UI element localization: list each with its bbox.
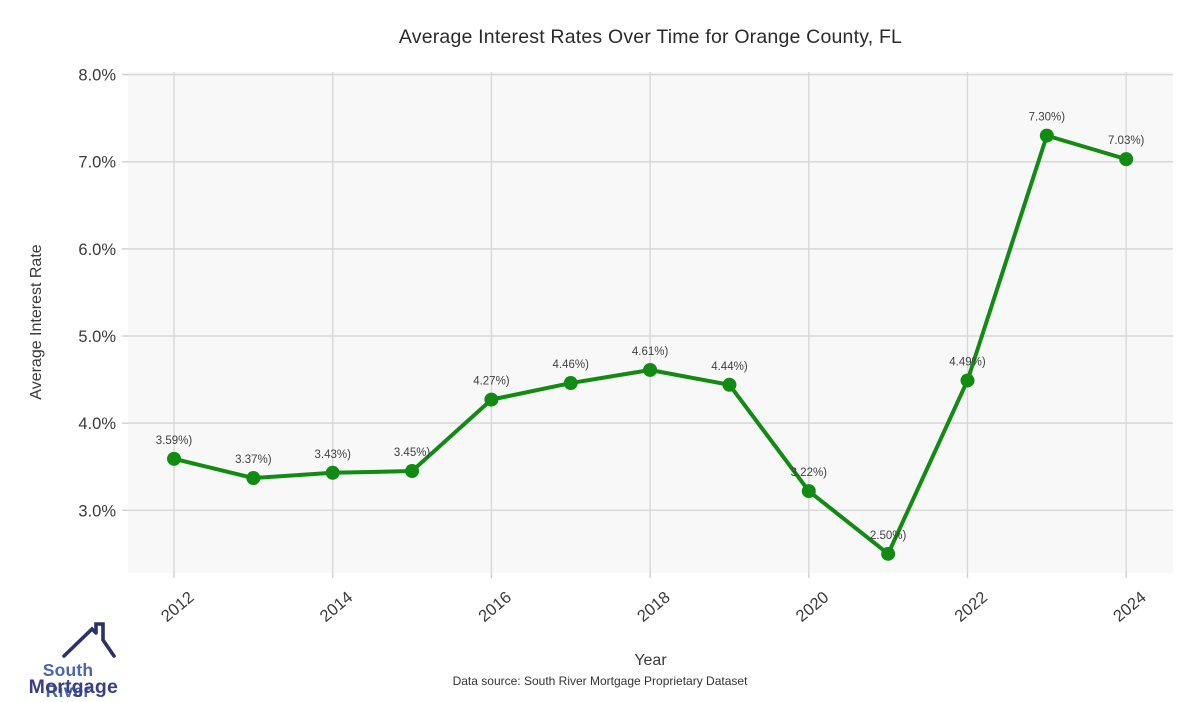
x-axis-title: Year [634,652,667,669]
point-label-2018: 4.61%) [632,346,669,358]
x-tick-label-2014: 2014 [317,588,357,625]
data-point-2023 [1039,128,1054,143]
logo-text-line2: Mortgage [28,676,118,698]
y-tick-label-4.0%: 4.0% [78,415,116,433]
house-roof-icon [62,622,116,658]
south-river-mortgage-logo: South River Mortgage [18,618,128,701]
data-source-note: Data source: South River Mortgage Propri… [452,674,748,688]
point-label-2013: 3.37%) [235,454,272,466]
data-point-2021 [881,546,896,561]
point-label-2023: 7.30%) [1029,112,1066,124]
data-point-2024 [1119,152,1134,167]
point-label-2015: 3.45%) [394,447,431,459]
x-tick-label-2016: 2016 [475,588,515,625]
y-tick-label-5.0%: 5.0% [78,328,116,346]
data-point-2013 [246,471,261,486]
data-point-2019 [722,377,737,392]
x-tick-label-2020: 2020 [793,588,833,625]
logo-text-line1: South River [42,660,94,701]
data-point-2018 [643,362,658,377]
x-tick-label-2012: 2012 [158,588,198,625]
point-label-2021: 2.50%) [870,530,907,542]
y-tick-label-7.0%: 7.0% [78,154,116,172]
point-label-2017: 4.46%) [553,359,590,371]
point-label-2022: 4.49%) [949,356,986,368]
x-tick-label-2024: 2024 [1110,588,1150,625]
y-tick-label-6.0%: 6.0% [78,241,116,259]
data-point-2020 [801,484,816,499]
y-tick-label-3.0%: 3.0% [78,502,116,520]
data-point-2016 [484,392,499,407]
point-label-2014: 3.43%) [314,449,351,461]
point-label-2012: 3.59%) [156,435,193,447]
data-point-2017 [563,376,578,391]
point-label-2024: 7.03%) [1108,135,1145,147]
data-point-2015 [405,464,420,479]
x-tick-label-2018: 2018 [634,588,674,625]
y-tick-label-8.0%: 8.0% [78,67,116,85]
x-tick-label-2022: 2022 [951,588,991,625]
point-label-2019: 4.44%) [711,361,748,373]
point-label-2016: 4.27%) [473,376,510,388]
data-point-2022 [960,373,975,388]
chart-title: Average Interest Rates Over Time for Ora… [398,26,903,48]
data-point-2014 [325,465,340,480]
data-point-2012 [167,451,182,466]
point-label-2020: 3.22%) [791,467,828,479]
